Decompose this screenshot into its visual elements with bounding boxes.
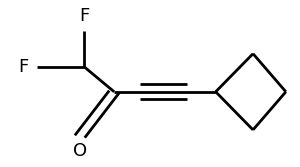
Text: F: F [79, 7, 89, 25]
Text: O: O [73, 142, 87, 160]
Text: F: F [18, 58, 28, 76]
